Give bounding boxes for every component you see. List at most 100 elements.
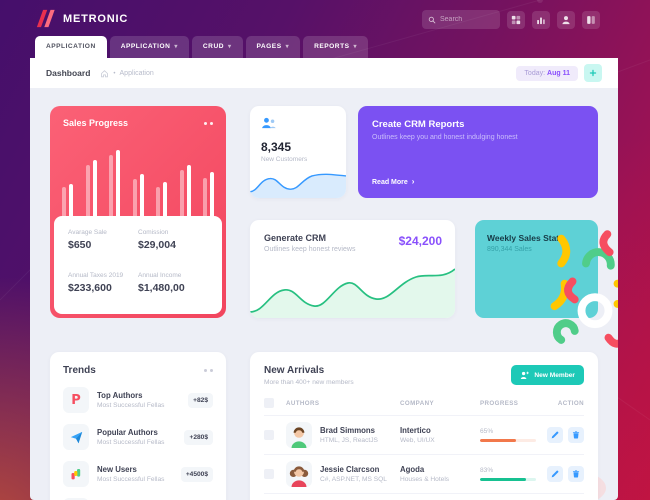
sales-progress-card: Sales Progress Avarage Sale $650 Comissi… <box>50 106 226 318</box>
select-all-checkbox[interactable] <box>264 398 274 408</box>
trend-logo-icon: b <box>63 498 89 500</box>
metronic-m-icon <box>36 9 55 28</box>
add-button[interactable] <box>584 64 602 82</box>
pencil-icon <box>551 431 559 439</box>
banner-title: Create CRM Reports <box>372 119 465 130</box>
stat-value: $233,600 <box>68 281 112 294</box>
row-checkbox[interactable] <box>264 469 274 479</box>
main-nav: APPLICATION APPLICATION CRUD PAGES REPOR… <box>35 36 369 58</box>
today-date: Aug 11 <box>547 69 570 77</box>
card-title: Generate CRM <box>264 233 327 243</box>
search-icon <box>428 16 436 23</box>
tab-crud[interactable]: CRUD <box>191 36 243 58</box>
bar-chart-icon[interactable] <box>532 10 550 29</box>
column-action: ACTION <box>557 399 584 407</box>
customers-count: 8,345 <box>261 140 292 154</box>
generate-chart <box>250 268 455 318</box>
new-arrivals-card: New Arrivals More than 400+ new members … <box>250 352 598 500</box>
tab-application-menu[interactable]: APPLICATION <box>109 36 189 58</box>
banner-subtitle: Outlines keep you and honest indulging h… <box>372 134 518 141</box>
search-box[interactable] <box>422 10 500 29</box>
trend-name[interactable]: Top Authors <box>97 391 143 400</box>
customers-icon <box>262 117 276 129</box>
customers-chart <box>250 173 346 198</box>
list-item[interactable]: P Top Authors Most Successful Fellas +82… <box>63 387 213 413</box>
customers-label: New Customers <box>261 156 308 163</box>
company-sector: Web, UI/UX <box>400 437 435 444</box>
breadcrumb-page[interactable]: Application <box>119 69 154 77</box>
progress-bar <box>480 478 536 481</box>
table-row: Lebron Wayde PHP, Laravel, VueJS RoadGee… <box>264 493 584 500</box>
column-authors: AUTHORS <box>286 399 320 407</box>
read-more-link[interactable]: Read More <box>372 177 414 186</box>
card-subtitle: More than 400+ new members <box>264 379 354 386</box>
page-title: Dashboard <box>46 68 91 78</box>
trend-description: Most Successful Fellas <box>97 476 165 483</box>
brand-name: METRONIC <box>63 12 129 25</box>
sales-bars <box>62 146 214 220</box>
amount-value: $24,200 <box>398 234 442 248</box>
trend-amount-badge: +4500$ <box>180 466 213 482</box>
column-progress: PROGRESS <box>480 399 519 407</box>
stat-value: $1,480,00 <box>138 281 185 294</box>
trash-icon <box>572 470 580 478</box>
doodle-pattern <box>550 230 618 348</box>
table-row: Brad Simmons HTML, JS, ReactJS Intertico… <box>264 415 584 454</box>
list-item[interactable]: Popular Authors Most Successful Fellas +… <box>63 424 213 450</box>
author-name[interactable]: Brad Simmons <box>320 426 376 435</box>
trend-name[interactable]: New Users <box>97 465 137 474</box>
user-icon[interactable] <box>557 10 575 29</box>
more-menu-icon[interactable] <box>204 369 213 372</box>
home-icon[interactable] <box>100 69 109 78</box>
card-subtitle: 890,344 Sales <box>487 246 532 253</box>
new-member-label: New Member <box>534 371 575 379</box>
stat-label: Annual Income <box>138 271 182 279</box>
grid-icon[interactable] <box>507 10 525 29</box>
trend-logo-icon <box>63 461 89 487</box>
more-menu-icon[interactable] <box>204 121 213 125</box>
company-name: Agoda <box>400 465 425 474</box>
search-input[interactable] <box>440 16 494 23</box>
card-title: Weekly Sales Stats <box>487 233 564 243</box>
avatar <box>286 422 312 448</box>
trend-name[interactable]: Popular Authors <box>97 428 158 437</box>
progress-percent: 83% <box>480 467 494 474</box>
trend-logo-icon <box>63 424 89 450</box>
tab-reports[interactable]: REPORTS <box>303 36 369 58</box>
stat-label: Annual Taxes 2019 <box>68 271 124 279</box>
table-row: Jessie Clarcson C#, ASP.NET, MS SQL Agod… <box>264 454 584 493</box>
company-name: Intertico <box>400 426 431 435</box>
trend-amount-badge: +280$ <box>184 429 213 445</box>
author-skills: HTML, JS, ReactJS <box>320 437 378 444</box>
sales-stats: Avarage Sale $650 Comission $29,004 Annu… <box>54 216 222 314</box>
breadcrumb: Dashboard Application Today:Aug 11 <box>30 58 618 88</box>
column-company: COMPANY <box>400 399 434 407</box>
author-name[interactable]: Jessie Clarcson <box>320 465 380 474</box>
edit-button[interactable] <box>547 427 563 443</box>
columns-icon[interactable] <box>582 10 600 29</box>
new-member-button[interactable]: New Member <box>511 365 584 385</box>
list-item[interactable]: b Active Customers Most Successful Fella… <box>63 498 213 500</box>
brand-logo[interactable]: METRONIC <box>35 9 128 28</box>
date-picker-button[interactable]: Today: Aug 11 <box>516 65 578 81</box>
trend-logo-icon: P <box>63 387 89 413</box>
tab-application-active[interactable]: APPLICATION <box>35 36 107 58</box>
trend-description: Most Successful Fellas <box>97 402 165 409</box>
tab-pages[interactable]: PAGES <box>245 36 301 58</box>
edit-button[interactable] <box>547 466 563 482</box>
delete-button[interactable] <box>568 427 584 443</box>
main-panel: Dashboard Application Today:Aug 11 S <box>30 58 618 500</box>
trash-icon <box>572 431 580 439</box>
row-checkbox[interactable] <box>264 430 274 440</box>
progress-bar <box>480 439 536 442</box>
list-item[interactable]: New Users Most Successful Fellas +4500$ <box>63 461 213 487</box>
pencil-icon <box>551 470 559 478</box>
today-label: Today: <box>524 69 546 77</box>
stat-value: $29,004 <box>138 239 176 251</box>
card-subtitle: Outlines keep honest reviews <box>264 246 356 253</box>
progress-percent: 65% <box>480 428 494 435</box>
breadcrumb-separator <box>113 70 115 77</box>
new-customers-card: 8,345 New Customers <box>250 106 346 198</box>
company-sector: Houses & Hotels <box>400 476 450 483</box>
delete-button[interactable] <box>568 466 584 482</box>
